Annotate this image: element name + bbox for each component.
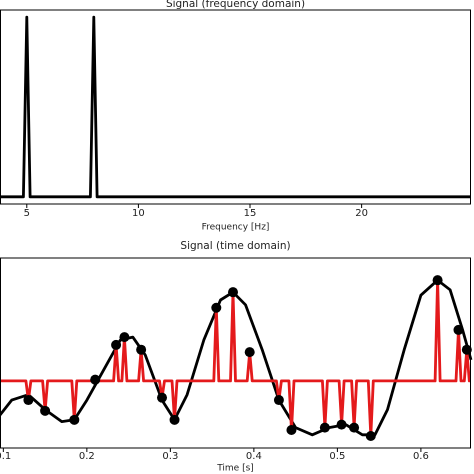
sample-dot	[349, 422, 360, 433]
sample-dot	[273, 395, 284, 406]
signal-line	[0, 278, 471, 438]
x-tick-label: 0.6	[413, 451, 429, 462]
chart-title: Signal (frequency domain)	[166, 0, 305, 10]
signal-line	[0, 15, 471, 199]
axes-frame	[0, 257, 471, 449]
axes-frame	[0, 9, 471, 205]
x-tick-label: 10	[132, 208, 145, 219]
sample-dot	[319, 422, 330, 433]
sample-dot	[432, 275, 443, 286]
sample-dot	[461, 344, 472, 355]
x-tick-label: 0.3	[162, 451, 178, 462]
sample-dot	[169, 414, 180, 425]
chart-title: Signal (time domain)	[180, 240, 290, 252]
sample-dot	[90, 374, 101, 385]
sample-dot	[453, 324, 464, 335]
sample-dot	[69, 414, 80, 425]
x-tick-label: 0.1	[0, 451, 11, 462]
x-tick-label: 5	[24, 208, 30, 219]
sample-dot	[365, 431, 376, 442]
sample-dot	[23, 395, 34, 406]
x-tick-label: 0.4	[246, 451, 262, 462]
sample-dot	[157, 392, 168, 403]
sample-dot	[244, 347, 255, 358]
sample-dot	[336, 419, 347, 430]
sample-dot	[286, 425, 297, 436]
x-tick-label: 0.5	[329, 451, 345, 462]
sample-dot	[111, 339, 122, 350]
x-tick-label: 15	[244, 208, 257, 219]
x-axis-label: Frequency [Hz]	[202, 223, 270, 233]
x-tick-label: 0.2	[79, 451, 95, 462]
x-axis-label: Time [s]	[216, 464, 254, 474]
sample-dot	[40, 405, 51, 416]
sample-dot	[119, 332, 130, 343]
sample-dot	[136, 344, 147, 355]
sample-dot	[227, 287, 238, 298]
sample-dot	[211, 302, 222, 313]
x-tick-label: 20	[355, 208, 368, 219]
